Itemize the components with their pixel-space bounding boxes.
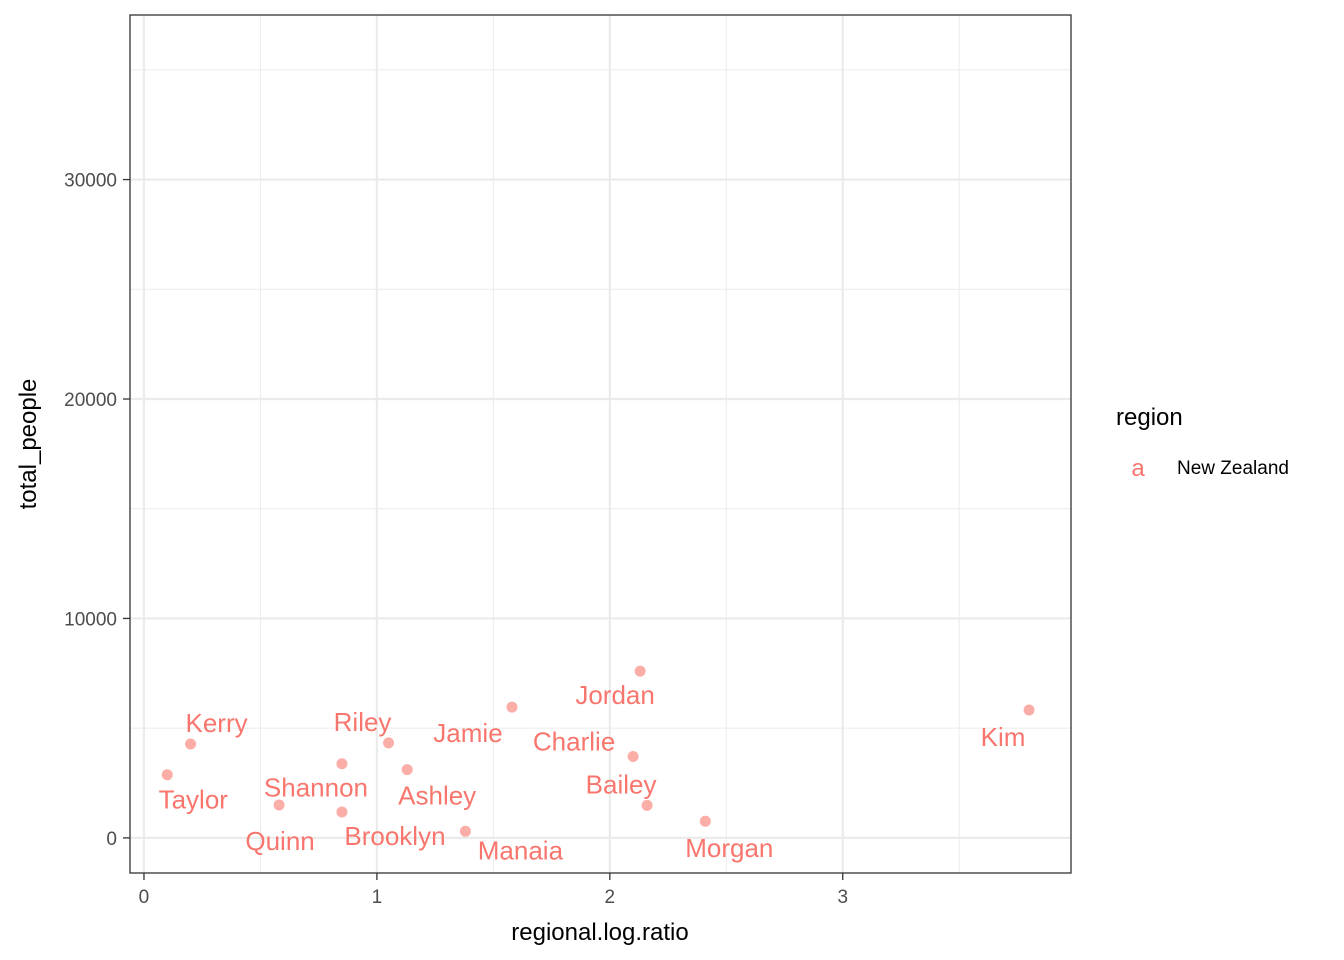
x-tick-label: 0 [139, 887, 150, 908]
x-tick-label: 3 [837, 887, 848, 908]
point-label-quinn: Quinn [245, 826, 314, 856]
plot-panel [130, 15, 1071, 873]
data-point-quinn [273, 799, 285, 811]
x-tick-label: 1 [372, 887, 383, 908]
point-label-brooklyn: Brooklyn [344, 821, 445, 851]
data-point-jordan [634, 665, 646, 677]
data-point-brooklyn [336, 806, 348, 818]
point-label-manaia: Manaia [478, 835, 564, 865]
data-point-kim [1023, 704, 1035, 716]
legend-label-new-zealand: New Zealand [1177, 458, 1289, 479]
point-labels: Taylor Kerry Quinn Shannon Brooklyn Riley Ashl… [159, 680, 1026, 865]
legend: region a New Zealand [1116, 404, 1289, 482]
point-label-riley: Riley [334, 707, 392, 737]
legend-key-glyph: a [1131, 455, 1145, 482]
y-axis-title: total_people [15, 379, 42, 510]
data-point-shannon [336, 758, 348, 770]
data-point-morgan [699, 815, 711, 827]
point-label-jordan: Jordan [575, 680, 655, 710]
point-label-ashley: Ashley [398, 781, 476, 811]
y-tick-label: 10000 [64, 609, 117, 630]
point-label-shannon: Shannon [264, 773, 368, 803]
data-points [161, 665, 1035, 837]
data-point-manaia [459, 825, 471, 837]
data-point-kerry [185, 738, 197, 750]
data-point-bailey [641, 799, 653, 811]
minor-gridlines [130, 15, 1071, 873]
x-axis-ticks: 0 1 2 3 [139, 873, 848, 908]
y-tick-label: 20000 [64, 390, 117, 411]
data-point-riley [383, 737, 395, 749]
point-label-charlie: Charlie [533, 726, 615, 756]
point-label-morgan: Morgan [685, 833, 773, 863]
data-point-charlie [627, 750, 639, 762]
data-point-jamie [506, 701, 518, 713]
y-axis-ticks: 0 10000 20000 30000 [64, 171, 130, 850]
point-label-bailey: Bailey [586, 769, 657, 799]
x-tick-label: 2 [605, 887, 616, 908]
x-axis-title: regional.log.ratio [511, 919, 688, 946]
panel-border [129, 14, 1072, 874]
major-gridlines [130, 15, 1071, 873]
point-label-jamie: Jamie [433, 718, 502, 748]
y-tick-label: 0 [106, 829, 117, 850]
legend-title: region [1116, 404, 1183, 431]
data-point-taylor [161, 769, 173, 781]
y-tick-label: 30000 [64, 171, 117, 192]
point-label-taylor: Taylor [159, 785, 229, 815]
point-label-kerry: Kerry [185, 708, 247, 738]
data-point-ashley [401, 764, 413, 776]
point-label-kim: Kim [981, 722, 1026, 752]
